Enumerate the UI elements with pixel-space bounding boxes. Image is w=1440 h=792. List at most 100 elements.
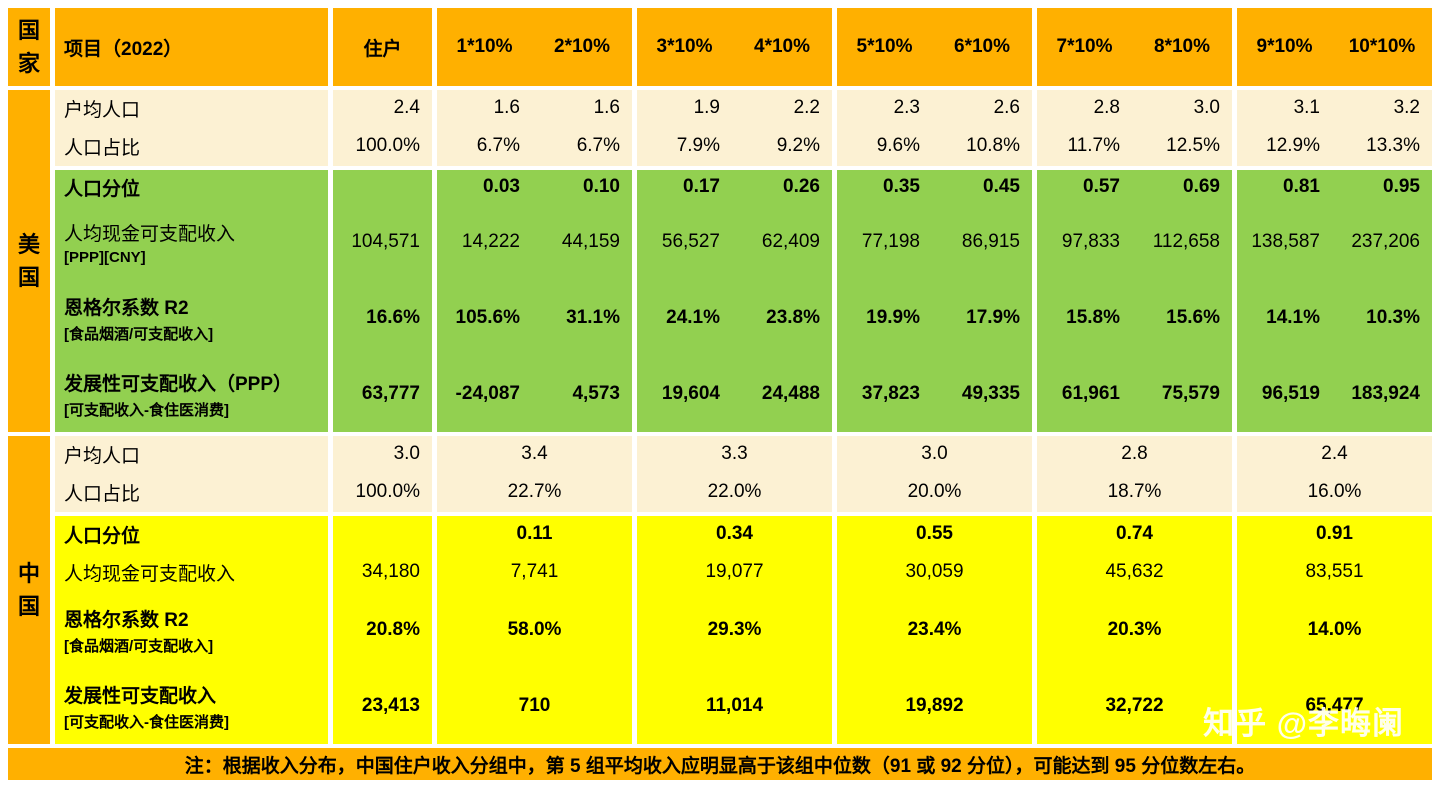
value-cell: 14,222 — [432, 204, 532, 280]
value-cell: 56,527 — [632, 204, 732, 280]
header-decile-1: 1*10% — [432, 8, 532, 86]
value-cell: 3.1 — [1232, 86, 1332, 126]
footnote: 注：根据收入分布，中国住户收入分组中，第 5 组平均收入应明显高于该组中位数（9… — [8, 744, 1432, 780]
value-cell: 2.4 — [328, 86, 432, 126]
value-cell: 10.3% — [1332, 280, 1432, 356]
row-label-main: 发展性可支配收入（PPP） — [64, 373, 293, 395]
row-label-main: 恩格尔系数 R2 — [64, 609, 189, 631]
value-cell: 3.0 — [328, 432, 432, 472]
value-cell: 20.0% — [832, 472, 1032, 512]
value-cell: 9.6% — [832, 126, 932, 166]
value-cell: 0.57 — [1032, 166, 1132, 204]
value-cell: 0.95 — [1332, 166, 1432, 204]
value-cell: 4,573 — [532, 356, 632, 432]
value-cell: 45,632 — [1032, 552, 1232, 592]
row-label: 人均现金可支配收入 — [50, 552, 328, 592]
value-cell: 20.8% — [328, 592, 432, 668]
row-label: 恩格尔系数 R2 [食品烟酒/可支配收入] — [50, 592, 328, 668]
value-cell: 77,198 — [832, 204, 932, 280]
value-cell: 0.35 — [832, 166, 932, 204]
value-cell: 100.0% — [328, 126, 432, 166]
value-cell: 0.11 — [432, 512, 632, 552]
value-cell: 6.7% — [532, 126, 632, 166]
value-cell: 37,823 — [832, 356, 932, 432]
value-cell: -24,087 — [432, 356, 532, 432]
value-cell: 3.4 — [432, 432, 632, 472]
row-label: 发展性可支配收入（PPP） [可支配收入-食住医消费] — [50, 356, 328, 432]
value-cell: 2.8 — [1032, 86, 1132, 126]
header-item-label: 项目（2022） — [50, 8, 328, 86]
value-cell: 75,579 — [1132, 356, 1232, 432]
corner-country-label: 国家 — [8, 8, 50, 86]
value-cell: 0.26 — [732, 166, 832, 204]
row-label: 人口占比 — [50, 126, 328, 166]
value-cell: 12.5% — [1132, 126, 1232, 166]
value-cell — [328, 166, 432, 204]
value-cell: 1.9 — [632, 86, 732, 126]
value-cell: 7.9% — [632, 126, 732, 166]
cn-row-engel-coefficient: 恩格尔系数 R2 [食品烟酒/可支配收入] 20.8% 58.0% 29.3% … — [8, 592, 1432, 668]
value-cell: 0.91 — [1232, 512, 1432, 552]
value-cell: 15.6% — [1132, 280, 1232, 356]
value-cell: 112,658 — [1132, 204, 1232, 280]
value-cell: 22.7% — [432, 472, 632, 512]
header-decile-9: 9*10% — [1232, 8, 1332, 86]
value-cell: 3.0 — [1132, 86, 1232, 126]
cn-row-disposable-income: 人均现金可支配收入 34,180 7,741 19,077 30,059 45,… — [8, 552, 1432, 592]
row-label-sub: [食品烟酒/可支配收入] — [64, 637, 214, 655]
value-cell: 24.1% — [632, 280, 732, 356]
value-cell: 13.3% — [1332, 126, 1432, 166]
value-cell: 19.9% — [832, 280, 932, 356]
value-cell: 23.4% — [832, 592, 1032, 668]
value-cell: 2.3 — [832, 86, 932, 126]
value-cell: 0.03 — [432, 166, 532, 204]
value-cell: 138,587 — [1232, 204, 1332, 280]
row-label: 人均现金可支配收入 [PPP][CNY] — [50, 204, 328, 280]
header-decile-7: 7*10% — [1032, 8, 1132, 86]
value-cell: 0.10 — [532, 166, 632, 204]
us-country-cell: 美国 — [8, 86, 50, 432]
row-label-sub: [可支配收入-食住医消费] — [64, 713, 229, 731]
value-cell: 6.7% — [432, 126, 532, 166]
value-cell: 2.6 — [932, 86, 1032, 126]
cn-row-avg-household-size: 中国 户均人口 3.0 3.4 3.3 3.0 2.8 2.4 — [8, 432, 1432, 744]
row-label: 发展性可支配收入 [可支配收入-食住医消费] — [50, 668, 328, 744]
value-cell: 7,741 — [432, 552, 632, 592]
us-row-engel-coefficient: 恩格尔系数 R2 [食品烟酒/可支配收入] 16.6% 105.6% 31.1%… — [8, 280, 1432, 356]
header-decile-6: 6*10% — [932, 8, 1032, 86]
row-label-sub: [PPP][CNY] — [64, 248, 146, 266]
row-label: 户均人口 — [50, 86, 328, 126]
value-cell: 183,924 — [1332, 356, 1432, 432]
header-decile-8: 8*10% — [1132, 8, 1232, 86]
row-label: 人口占比 — [50, 472, 328, 512]
value-cell: 14.0% — [1232, 592, 1432, 668]
value-cell: 0.74 — [1032, 512, 1232, 552]
value-cell: 23.8% — [732, 280, 832, 356]
value-cell: 31.1% — [532, 280, 632, 356]
value-cell: 10.8% — [932, 126, 1032, 166]
value-cell: 104,571 — [328, 204, 432, 280]
value-cell: 1.6 — [532, 86, 632, 126]
value-cell: 97,833 — [1032, 204, 1132, 280]
value-cell: 22.0% — [632, 472, 832, 512]
header-decile-4: 4*10% — [732, 8, 832, 86]
value-cell: 83,551 — [1232, 552, 1432, 592]
value-cell: 3.2 — [1332, 86, 1432, 126]
value-cell: 0.17 — [632, 166, 732, 204]
value-cell: 0.45 — [932, 166, 1032, 204]
row-label: 恩格尔系数 R2 [食品烟酒/可支配收入] — [50, 280, 328, 356]
value-cell: 2.4 — [1232, 432, 1432, 472]
value-cell: 3.3 — [632, 432, 832, 472]
value-cell: 23,413 — [328, 668, 432, 744]
value-cell: 49,335 — [932, 356, 1032, 432]
value-cell: 19,604 — [632, 356, 732, 432]
value-cell: 58.0% — [432, 592, 632, 668]
cn-row-developmental-income: 发展性可支配收入 [可支配收入-食住医消费] 23,413 710 11,014… — [8, 668, 1432, 744]
row-label-sub: [可支配收入-食住医消费] — [64, 401, 229, 419]
row-label: 人口分位 — [50, 166, 328, 204]
value-cell: 0.34 — [632, 512, 832, 552]
us-row-population-percentile: 人口分位 0.03 0.10 0.17 0.26 0.35 0.45 0.57 … — [8, 166, 1432, 204]
header-decile-2: 2*10% — [532, 8, 632, 86]
cn-row-population-percentile: 人口分位 0.11 0.34 0.55 0.74 0.91 — [8, 512, 1432, 552]
header-row: 国家 项目（2022） 住户 1*10% 2*10% 3*10% 4*10% 5… — [8, 8, 1432, 86]
